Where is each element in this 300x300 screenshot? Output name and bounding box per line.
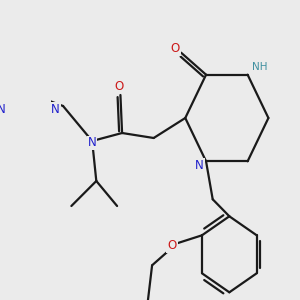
Text: N: N [88,136,97,149]
Text: N: N [195,159,204,172]
Text: O: O [171,42,180,55]
Text: N: N [0,103,5,116]
Text: O: O [167,239,177,252]
Text: O: O [114,80,123,92]
Text: N: N [51,103,60,116]
Text: NH: NH [251,62,267,72]
